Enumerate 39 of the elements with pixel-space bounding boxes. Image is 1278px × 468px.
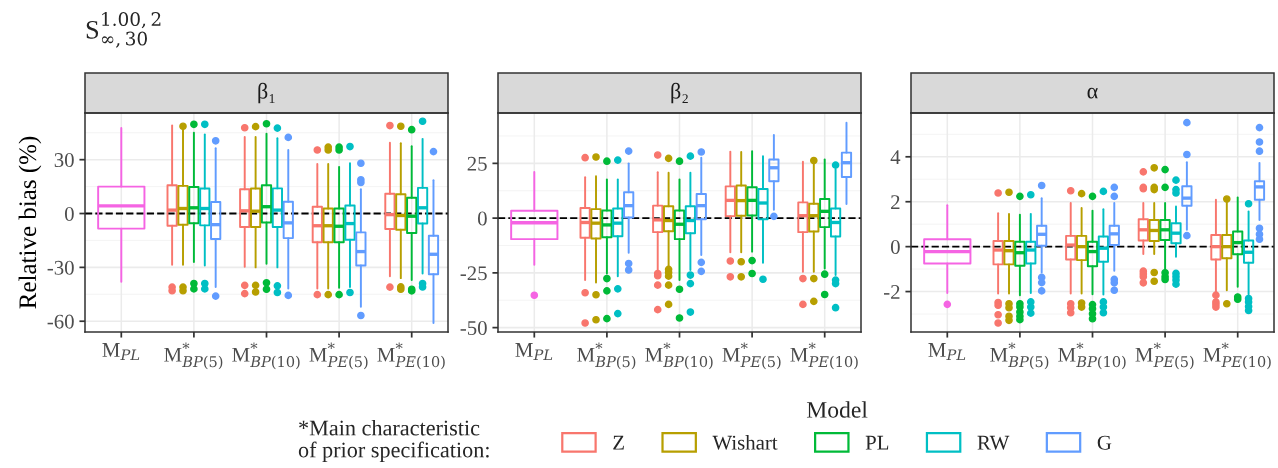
x-tick-label: M$^{*}$$_{BP(5)}$ bbox=[577, 342, 636, 370]
x-tick-label: M$_{PL}$ bbox=[102, 343, 140, 361]
y-tick-label: 25 bbox=[467, 156, 487, 171]
legend-label: G bbox=[1097, 435, 1112, 450]
x-tick-label: M$^{*}$$_{BP(10)}$ bbox=[1058, 342, 1126, 370]
x-tick-label: M$^{*}$$_{BP(10)}$ bbox=[645, 342, 713, 370]
y-tick-label: -2 bbox=[884, 285, 900, 299]
x-tick-label: M$^{*}$$_{PE(10)}$ bbox=[790, 342, 858, 370]
text: S$^{1.00,2}$$_{∞,30}$ bbox=[86, 12, 161, 48]
legend-label: RW bbox=[977, 435, 1010, 450]
legend-title: Model bbox=[806, 401, 868, 418]
x-tick-label: M$^{*}$$_{PE(10)}$ bbox=[377, 342, 445, 370]
legend-label: Z bbox=[613, 435, 624, 450]
y-tick-label: -50 bbox=[460, 320, 487, 336]
x-tick-label: M$^{*}$$_{PE(5)}$ bbox=[722, 342, 781, 370]
chart-title: β₁ bbox=[258, 82, 275, 104]
y-axis-title: Relative bias (%) bbox=[18, 136, 42, 309]
x-tick-label: M$^{*}$$_{PE(5)}$ bbox=[309, 342, 368, 370]
legend-label: PL bbox=[865, 435, 889, 450]
x-tick-label: M$^{*}$$_{BP(10)}$ bbox=[232, 342, 300, 370]
y-tick-label: 0 bbox=[64, 206, 74, 221]
y-tick-label: -30 bbox=[47, 260, 74, 275]
y-tick-label: 0 bbox=[890, 240, 900, 255]
y-tick-label: 4 bbox=[890, 150, 901, 165]
legend-label: Wishart bbox=[712, 435, 778, 450]
x-tick-label: M$_{PL}$ bbox=[928, 343, 966, 361]
x-tick-label: M$^{*}$$_{PE(10)}$ bbox=[1203, 342, 1271, 370]
text: *Main characteristic of prior specification: bbox=[298, 419, 489, 462]
y-tick-label: -60 bbox=[47, 314, 74, 329]
x-tick-label: M$^{*}$$_{PE(5)}$ bbox=[1135, 342, 1194, 370]
y-tick-label: 30 bbox=[54, 153, 74, 168]
chart-title: α bbox=[1087, 87, 1098, 99]
x-tick-label: M$_{PL}$ bbox=[515, 343, 553, 361]
chart-title: β₂ bbox=[671, 82, 688, 104]
x-tick-label: M$^{*}$$_{BP(5)}$ bbox=[990, 342, 1049, 370]
y-tick-label: -25 bbox=[460, 266, 487, 281]
y-tick-label: 2 bbox=[891, 195, 900, 209]
y-tick-label: 0 bbox=[477, 211, 487, 226]
x-tick-label: M$^{*}$$_{BP(5)}$ bbox=[164, 342, 223, 370]
